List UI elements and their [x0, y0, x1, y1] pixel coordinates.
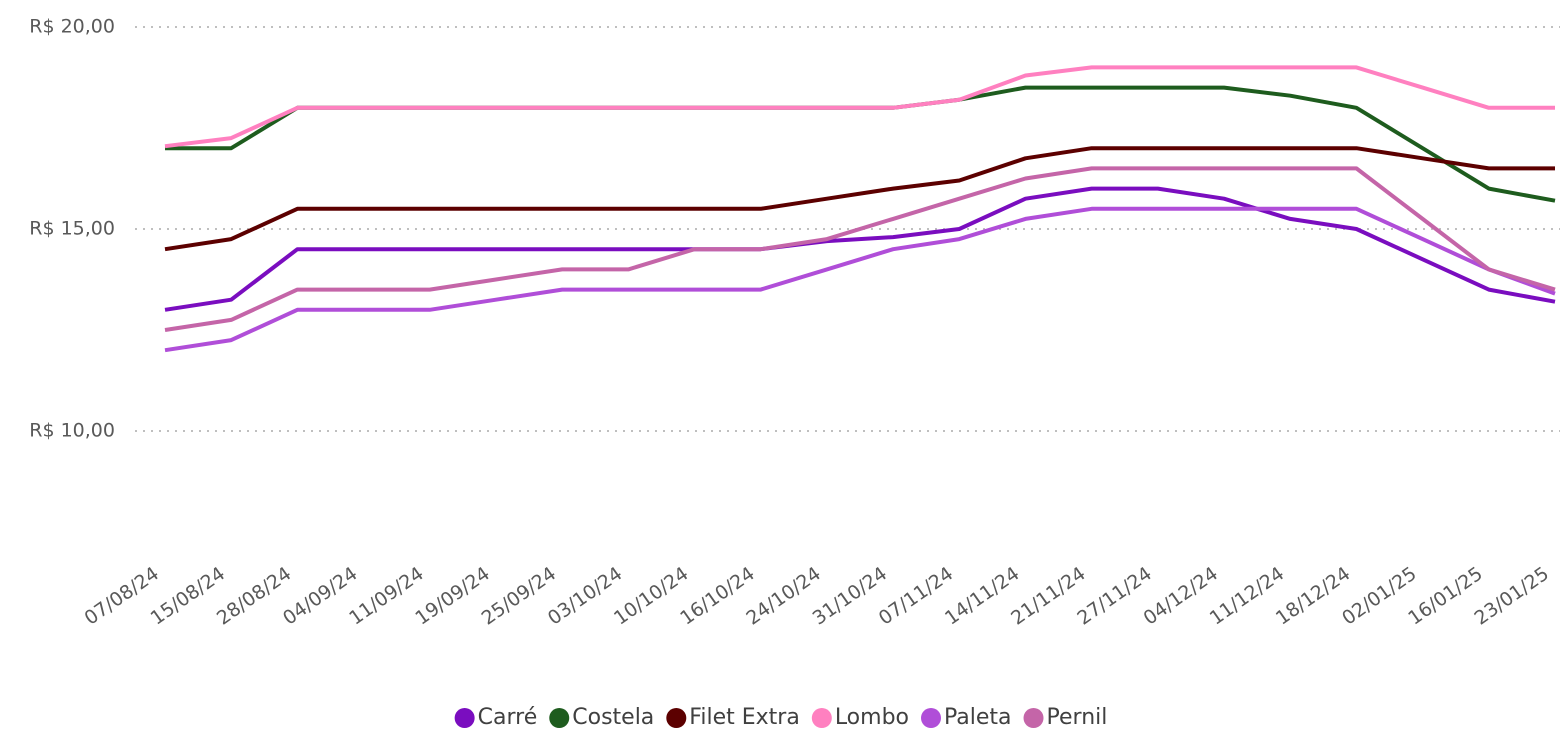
legend-marker	[811, 708, 832, 728]
x-tick-label: 02/01/25	[1338, 563, 1421, 630]
legend-label: Costela	[572, 705, 654, 730]
x-tick-label: 21/11/24	[1007, 563, 1090, 630]
x-tick-label: 04/12/24	[1140, 563, 1223, 630]
x-tick-label: 11/12/24	[1206, 563, 1289, 630]
x-tick-label: 11/09/24	[345, 563, 428, 630]
y-tick-label: R$ 10,00	[29, 420, 115, 442]
legend-marker	[1023, 708, 1044, 728]
x-tick-label: 15/08/24	[147, 563, 230, 630]
x-tick-label: 10/10/24	[610, 563, 693, 630]
series-line	[164, 146, 1555, 252]
x-tick-label: 24/10/24	[742, 563, 825, 630]
x-tick-label: 04/09/24	[279, 563, 362, 630]
x-tick-label: 27/11/24	[1073, 563, 1156, 630]
x-tick-label: 31/10/24	[809, 563, 892, 630]
x-tick-label: 23/01/25	[1470, 563, 1553, 630]
x-tick-label: 28/08/24	[213, 563, 296, 630]
legend-marker	[921, 708, 941, 728]
x-tick-label: 07/11/24	[875, 563, 958, 630]
x-tick-label: 14/11/24	[941, 563, 1024, 630]
x-tick-label: 18/12/24	[1272, 563, 1355, 630]
series-line	[164, 186, 1556, 312]
x-tick-label: 07/08/24	[80, 563, 163, 630]
legend-label: Pernil	[1047, 705, 1108, 730]
legend-label: Filet Extra	[689, 705, 800, 730]
series-line	[164, 166, 1556, 332]
x-tick-label: 03/10/24	[544, 563, 627, 630]
legend-label: Paleta	[944, 705, 1012, 730]
legend-marker	[549, 708, 570, 728]
legend-label: Lombo	[835, 705, 909, 730]
x-tick-label: 19/09/24	[411, 563, 494, 630]
x-tick-label: 25/09/24	[478, 563, 561, 630]
legend-marker	[454, 708, 475, 728]
x-tick-label: 16/01/25	[1404, 563, 1487, 630]
series-line	[165, 85, 1556, 203]
legend-marker	[666, 708, 687, 728]
legend-label: Carré	[478, 705, 538, 730]
y-tick-label: R$ 20,00	[29, 16, 115, 38]
series-line	[164, 206, 1556, 353]
y-tick-label: R$ 15,00	[29, 218, 115, 240]
x-tick-label: 16/10/24	[676, 563, 759, 630]
legend: Carré Costela Filet Extra Lombo Paleta Pernil	[454, 705, 1108, 730]
series-line	[164, 65, 1555, 149]
